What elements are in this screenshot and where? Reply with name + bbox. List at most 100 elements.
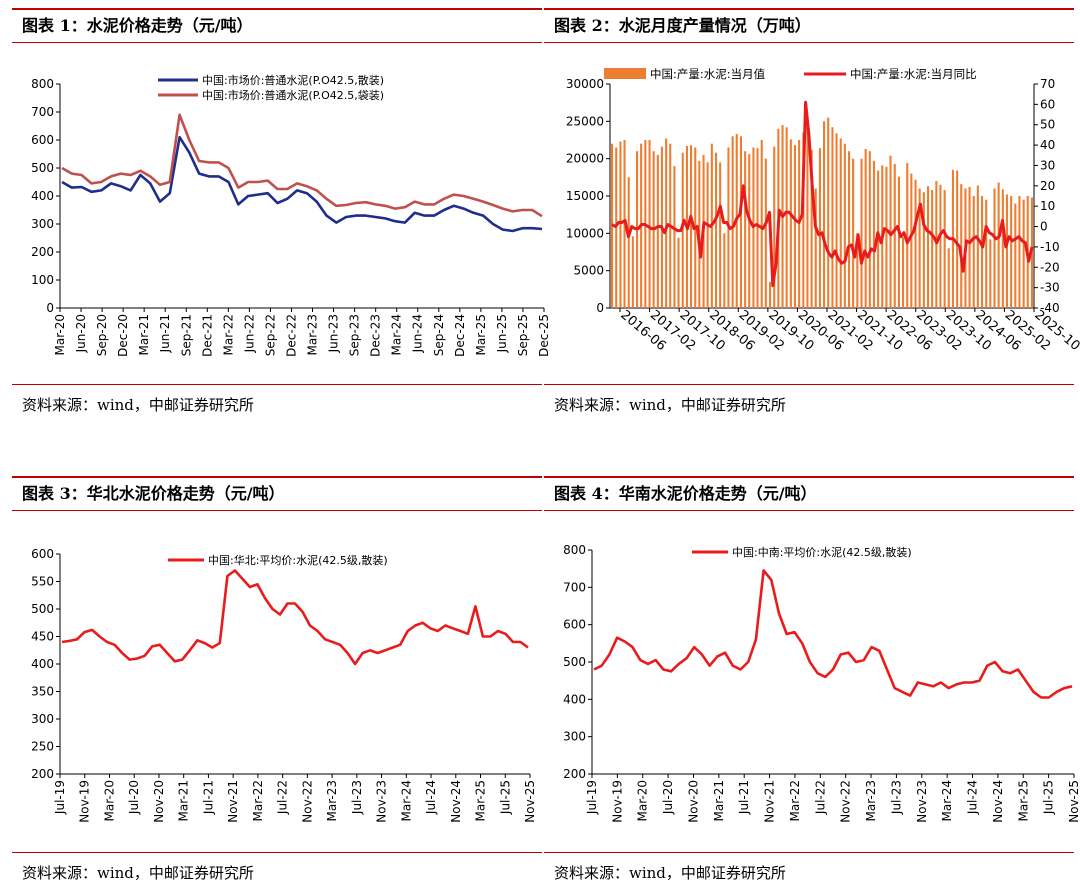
bar — [1014, 203, 1017, 308]
bar — [785, 127, 788, 308]
x-tick-label: Nov-19 — [78, 780, 92, 823]
bar — [715, 152, 718, 308]
y-tick-label: 700 — [563, 580, 586, 594]
x-tick-label: Nov-20 — [152, 780, 166, 823]
x-tick-label: Sep-21 — [179, 314, 193, 356]
bar — [789, 139, 792, 308]
bar — [619, 141, 622, 308]
bar — [802, 132, 805, 308]
chart-4-svg: 200 300 400 500 600 700 800 Jul-19 Nov-19 Mar-20 J… — [563, 543, 1080, 823]
y-tick-label: 800 — [563, 543, 586, 557]
bar — [914, 179, 917, 308]
legend-label: 中国:市场价:普通水泥(P.O42.5,袋装) — [202, 88, 384, 102]
y-tick-label: 25000 — [566, 114, 604, 128]
bar — [793, 145, 796, 308]
bar — [681, 152, 684, 308]
x-tick-label: Dec-20 — [116, 314, 130, 357]
x-tick-label: Mar-23 — [325, 780, 339, 821]
x-tick-label: Dec-21 — [200, 314, 214, 357]
bar — [993, 188, 996, 308]
x-tick-label: Mar-22 — [221, 314, 235, 355]
x-tick-label: Jul-20 — [661, 780, 675, 815]
bar — [839, 138, 842, 308]
legend-swatch — [604, 68, 646, 79]
y2-tick-label: 60 — [1040, 97, 1055, 111]
bar — [897, 176, 900, 308]
x-tick-label: Nov-20 — [686, 780, 700, 823]
bar — [756, 148, 759, 308]
y-tick-label: 5000 — [573, 264, 604, 278]
bar — [910, 173, 913, 308]
bar — [939, 184, 942, 308]
x-tick-label: Sep-23 — [348, 314, 362, 356]
x-tick-label: Mar-24 — [940, 780, 954, 821]
bar — [1018, 196, 1021, 308]
bar — [760, 140, 763, 308]
bar — [872, 160, 875, 308]
bar — [1022, 199, 1025, 308]
bar — [889, 155, 892, 308]
bar — [769, 281, 772, 308]
x-tick-label: Dec-25 — [537, 314, 551, 357]
series-line — [61, 569, 529, 666]
x-tick-label: Nov-22 — [300, 780, 314, 823]
bar — [673, 166, 676, 308]
x-tick-label: Mar-20 — [53, 314, 67, 355]
x-tick-label: Jul-23 — [889, 780, 903, 815]
chart-title: 图表 3：华北水泥价格走势（元/吨） — [12, 476, 542, 511]
x-tick-label: Nov-21 — [763, 780, 777, 823]
x-tick-label: Nov-24 — [991, 780, 1005, 823]
bar — [860, 158, 863, 308]
chart-title: 图表 1：水泥价格走势（元/吨） — [12, 8, 542, 43]
x-tick-label: Mar-21 — [712, 780, 726, 821]
bar — [960, 184, 963, 308]
y2-tick-label: 70 — [1040, 77, 1055, 91]
bar — [927, 186, 930, 308]
bar — [902, 237, 905, 308]
legend-label: 中国:中南:平均价:水泥(42.5级,散装) — [732, 545, 912, 559]
x-tick-label: Mar-25 — [474, 314, 488, 355]
bar — [739, 136, 742, 308]
series-line — [611, 100, 1034, 288]
y2-tick-label: -20 — [1040, 260, 1060, 274]
x-tick-label: Nov-21 — [226, 780, 240, 823]
bar — [868, 151, 871, 308]
chart-title: 图表 2：水泥月度产量情况（万吨） — [544, 8, 1074, 43]
x-tick-label: Jul-21 — [201, 780, 215, 815]
bar — [723, 233, 726, 308]
y-tick-label: 200 — [563, 767, 586, 781]
y2-tick-label: 30 — [1040, 158, 1055, 172]
chart-panel-1: 图表 1：水泥价格走势（元/吨） 0 100 200 300 400 500 600 700 8… — [12, 8, 551, 414]
bar — [677, 237, 680, 308]
chart-1-svg: 0 100 200 300 400 500 600 700 800 Mar-20 Jun-20 Sep… — [31, 73, 551, 357]
x-tick-label: Mar-22 — [788, 780, 802, 821]
bar — [989, 239, 992, 308]
x-tick-label: Jul-19 — [585, 780, 599, 815]
x-tick-label: Mar-23 — [864, 780, 878, 821]
x-tick-label: Sep-22 — [263, 314, 277, 356]
bar — [856, 233, 859, 308]
x-tick-label: Mar-24 — [390, 314, 404, 355]
x-tick-label: Nov-25 — [1067, 780, 1080, 823]
y-tick-label: 600 — [31, 133, 54, 147]
bar — [943, 190, 946, 308]
x-tick-label: Dec-24 — [453, 314, 467, 357]
y-tick-label: 500 — [31, 602, 54, 616]
y2-tick-label: -30 — [1040, 281, 1060, 295]
x-tick-label: Jun-24 — [411, 314, 425, 353]
x-tick-label: Mar-21 — [137, 314, 151, 355]
legend-label: 中国:产量:水泥:当月同比 — [850, 67, 977, 81]
y2-tick-label: 0 — [1040, 220, 1048, 234]
x-tick-label: Jul-19 — [53, 780, 67, 815]
bar — [976, 185, 979, 308]
x-tick-label: Sep-24 — [432, 314, 446, 356]
bar — [744, 151, 747, 308]
x-tick-label: Nov-25 — [523, 780, 537, 823]
source-note: 资料来源：wind，中邮证券研究所 — [544, 852, 1074, 888]
x-tick-label: Jul-24 — [424, 780, 438, 815]
x-tick-label: Nov-23 — [375, 780, 389, 823]
y-tick-label: 700 — [31, 105, 54, 119]
y-tick-label: 350 — [31, 685, 54, 699]
bar — [690, 145, 693, 308]
x-tick-label: Jul-23 — [350, 780, 364, 815]
